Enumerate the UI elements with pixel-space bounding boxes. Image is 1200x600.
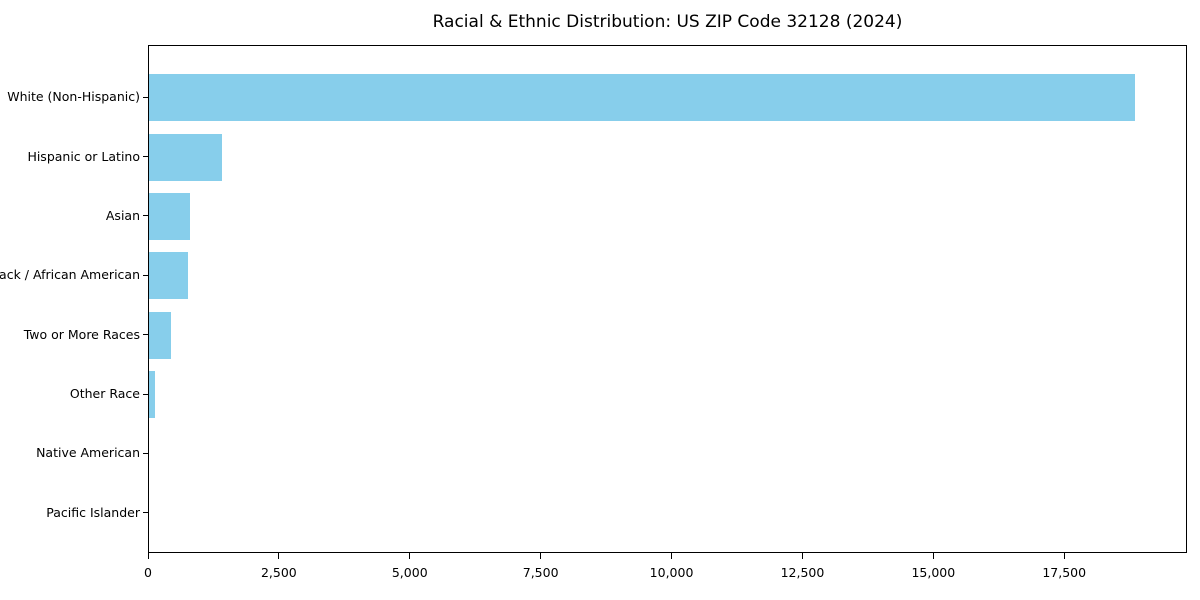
y-tick-mark [143, 274, 148, 276]
x-tick-mark [147, 553, 149, 559]
bar [149, 133, 222, 181]
chart-title: Racial & Ethnic Distribution: US ZIP Cod… [432, 12, 903, 32]
x-tick-label: 17,500 [1042, 565, 1087, 580]
x-tick-label: 12,500 [780, 565, 825, 580]
x-tick-label: 5,000 [391, 565, 428, 580]
plot-area [148, 45, 1187, 553]
x-tick-mark [932, 553, 934, 559]
bar [149, 311, 172, 359]
y-tick-label: Black / African American [0, 267, 140, 283]
bar-row [149, 246, 1186, 305]
bar-row [149, 484, 1186, 543]
y-tick-mark [143, 215, 148, 217]
y-tick-mark [143, 96, 148, 98]
bar-row [149, 68, 1186, 127]
y-tick-label: White (Non-Hispanic) [7, 89, 140, 105]
y-tick-mark [143, 393, 148, 395]
x-tick-label: 15,000 [911, 565, 956, 580]
y-tick-label: Pacific Islander [46, 504, 140, 520]
x-tick-mark [409, 553, 411, 559]
bar-row [149, 365, 1186, 424]
x-tick-label: 2,500 [260, 565, 297, 580]
x-tick-mark [671, 553, 673, 559]
x-tick-mark [278, 553, 280, 559]
x-tick-mark [540, 553, 542, 559]
bar [149, 74, 1136, 122]
bar-row [149, 127, 1186, 186]
y-tick-label: Asian [105, 207, 140, 223]
y-tick-mark [143, 452, 148, 454]
y-tick-label: Other Race [69, 386, 140, 402]
y-tick-mark [143, 334, 148, 336]
bar-row [149, 187, 1186, 246]
bar [149, 371, 156, 419]
y-tick-label: Hispanic or Latino [27, 148, 140, 164]
x-tick-mark [801, 553, 803, 559]
y-tick-mark [143, 156, 148, 158]
x-tick-label: 10,000 [649, 565, 694, 580]
x-tick-mark [1063, 553, 1065, 559]
y-tick-mark [143, 512, 148, 514]
y-tick-label: Two or More Races [23, 326, 140, 342]
bar-row [149, 424, 1186, 483]
bar-row [149, 306, 1186, 365]
bar [149, 192, 190, 240]
bars-container [149, 68, 1186, 543]
y-tick-label: Native American [36, 445, 140, 461]
x-tick-label: 0 [144, 565, 152, 580]
x-tick-label: 7,500 [522, 565, 559, 580]
bar [149, 252, 188, 300]
